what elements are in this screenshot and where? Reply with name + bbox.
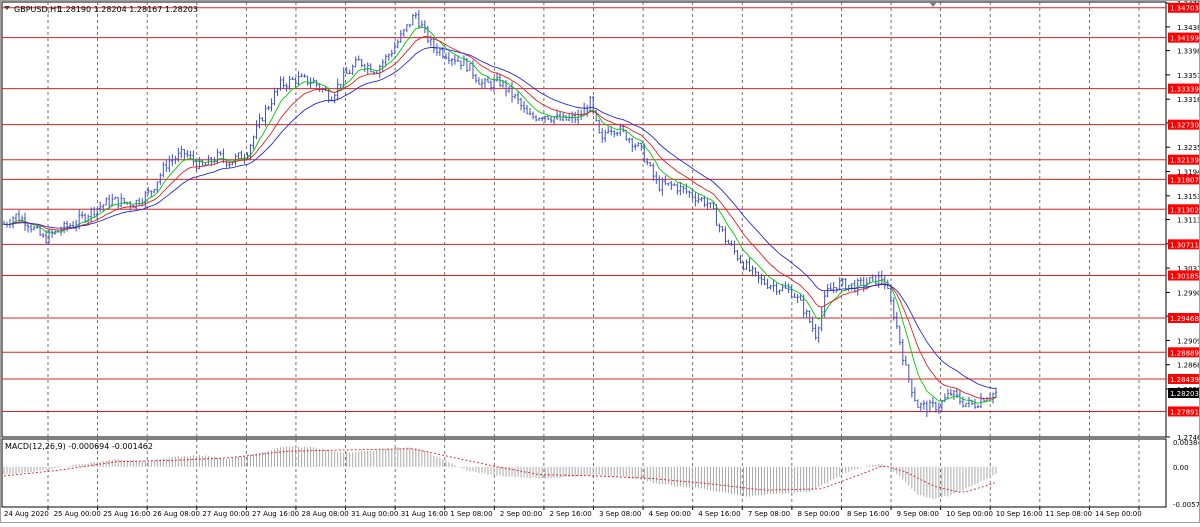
price-candles	[2, 10, 998, 418]
level-label-box	[1168, 119, 1200, 130]
price-tick-label: 1.29090	[1177, 337, 1200, 345]
level-label: 1.32139	[1170, 157, 1199, 165]
price-tick-label: 1.31130	[1177, 217, 1200, 225]
grid-lines	[47, 2, 1140, 507]
time-tick-label: 25 Aug 16:00	[103, 510, 150, 518]
time-tick-label: 2 Sep 00:00	[500, 510, 542, 518]
time-axis: 24 Aug 2020 25 Aug 00:00 25 Aug 16:00 26 Au…	[4, 507, 1142, 518]
level-label: 1.31302	[1170, 206, 1199, 214]
price-tick-label: 1.31940	[1177, 168, 1200, 176]
level-label-box	[1168, 347, 1200, 358]
time-tick-label: 31 Aug 16:00	[401, 510, 448, 518]
level-label-box	[1168, 204, 1200, 215]
time-tick-label: 7 Sep 08:00	[748, 510, 790, 518]
level-label-box	[1168, 174, 1200, 185]
macd-plot-frame	[1, 438, 1167, 508]
time-tick-label: 25 Aug 00:00	[54, 510, 101, 518]
time-tick-label: 4 Sep 00:00	[649, 510, 691, 518]
macd-label: MACD(12,26,9) -0.000694 -0.001462	[5, 442, 153, 451]
ma-mid-line	[3, 35, 997, 399]
price-tick-label: 1.33160	[1177, 96, 1200, 104]
chart-header-ohlc: 1.28190 1.28204 1.28167 1.28203	[58, 5, 198, 14]
level-label-box	[1168, 406, 1200, 417]
price-tick-label: 1.33980	[1177, 48, 1200, 56]
moving-averages	[3, 26, 997, 404]
level-label-box	[1168, 154, 1200, 165]
level-label: 1.30185	[1170, 273, 1199, 281]
time-tick-label: 11 Sep 08:00	[1045, 510, 1092, 518]
price-tick-label: 1.31530	[1177, 193, 1200, 201]
price-tick-label: 1.34380	[1177, 24, 1200, 32]
level-label: 1.32730	[1170, 122, 1199, 130]
level-label-box	[1168, 239, 1200, 250]
macd-tick-label: 0.00	[1173, 464, 1189, 472]
price-tick-label: 1.33570	[1177, 72, 1200, 80]
time-tick-label: 4 Sep 16:00	[698, 510, 740, 518]
time-tick-label: 8 Sep 16:00	[847, 510, 889, 518]
price-tick-label: 1.27460	[1177, 434, 1200, 442]
time-tick-label: 3 Sep 08:00	[599, 510, 641, 518]
level-label-box	[1168, 32, 1200, 43]
level-label-box	[1168, 312, 1200, 323]
current-price-box	[1168, 387, 1200, 398]
level-label: 1.28439	[1170, 376, 1199, 384]
level-label: 1.27891	[1170, 408, 1199, 416]
time-tick-label: 2 Sep 16:00	[549, 510, 591, 518]
price-tick-label: 1.29900	[1177, 289, 1200, 297]
current-price-label: 1.28203	[1170, 390, 1199, 398]
level-label: 1.29468	[1170, 315, 1199, 323]
time-tick-label: 28 Aug 08:00	[302, 510, 349, 518]
level-label: 1.30711	[1170, 241, 1199, 249]
time-tick-label: 27 Aug 16:00	[252, 510, 299, 518]
time-tick-label: 9 Sep 08:00	[897, 510, 939, 518]
level-label-box	[1168, 83, 1200, 94]
macd-tick-label: -0.005722	[1173, 501, 1200, 509]
ma-fast-line	[3, 26, 997, 404]
level-label-box	[1168, 2, 1200, 13]
time-tick-label: 31 Aug 00:00	[351, 510, 398, 518]
time-tick-label: 24 Aug 2020	[4, 510, 49, 518]
macd-axis: 0.003843 0.00 -0.005722	[1173, 439, 1200, 509]
time-tick-label: 14 Sep 00:00	[1095, 510, 1142, 518]
price-axis: 1.347801.343801.339801.335701.331601.327…	[1166, 0, 1200, 442]
price-tick-label: 1.28680	[1177, 362, 1200, 370]
price-tick-label: 1.30310	[1177, 265, 1200, 273]
ma-slow-line	[3, 46, 997, 389]
level-label-box	[1168, 373, 1200, 384]
level-label: 1.31807	[1170, 176, 1199, 184]
scroll-marker-icon[interactable]	[929, 2, 937, 7]
macd-indicator	[3, 446, 997, 500]
time-tick-label: 27 Aug 00:00	[202, 510, 249, 518]
time-tick-label: 1 Sep 08:00	[450, 510, 492, 518]
chart-header-symbol: GBPUSD,H1	[14, 5, 61, 14]
collapse-arrow-icon[interactable]	[4, 6, 10, 10]
time-tick-label: 8 Sep 00:00	[797, 510, 839, 518]
level-label-box	[1168, 270, 1200, 281]
time-tick-label: 10 Sep 16:00	[996, 510, 1043, 518]
time-tick-label: 10 Sep 00:00	[946, 510, 993, 518]
macd-tick-label: 0.003843	[1173, 439, 1200, 447]
level-label: 1.28889	[1170, 349, 1199, 357]
horizontal-levels	[2, 7, 1166, 412]
level-label: 1.34199	[1170, 35, 1199, 43]
time-tick-label: 26 Aug 08:00	[153, 510, 200, 518]
price-tick-label: 1.32350	[1177, 144, 1200, 152]
level-label: 1.34703	[1170, 5, 1199, 13]
level-label: 1.33339	[1170, 86, 1199, 94]
